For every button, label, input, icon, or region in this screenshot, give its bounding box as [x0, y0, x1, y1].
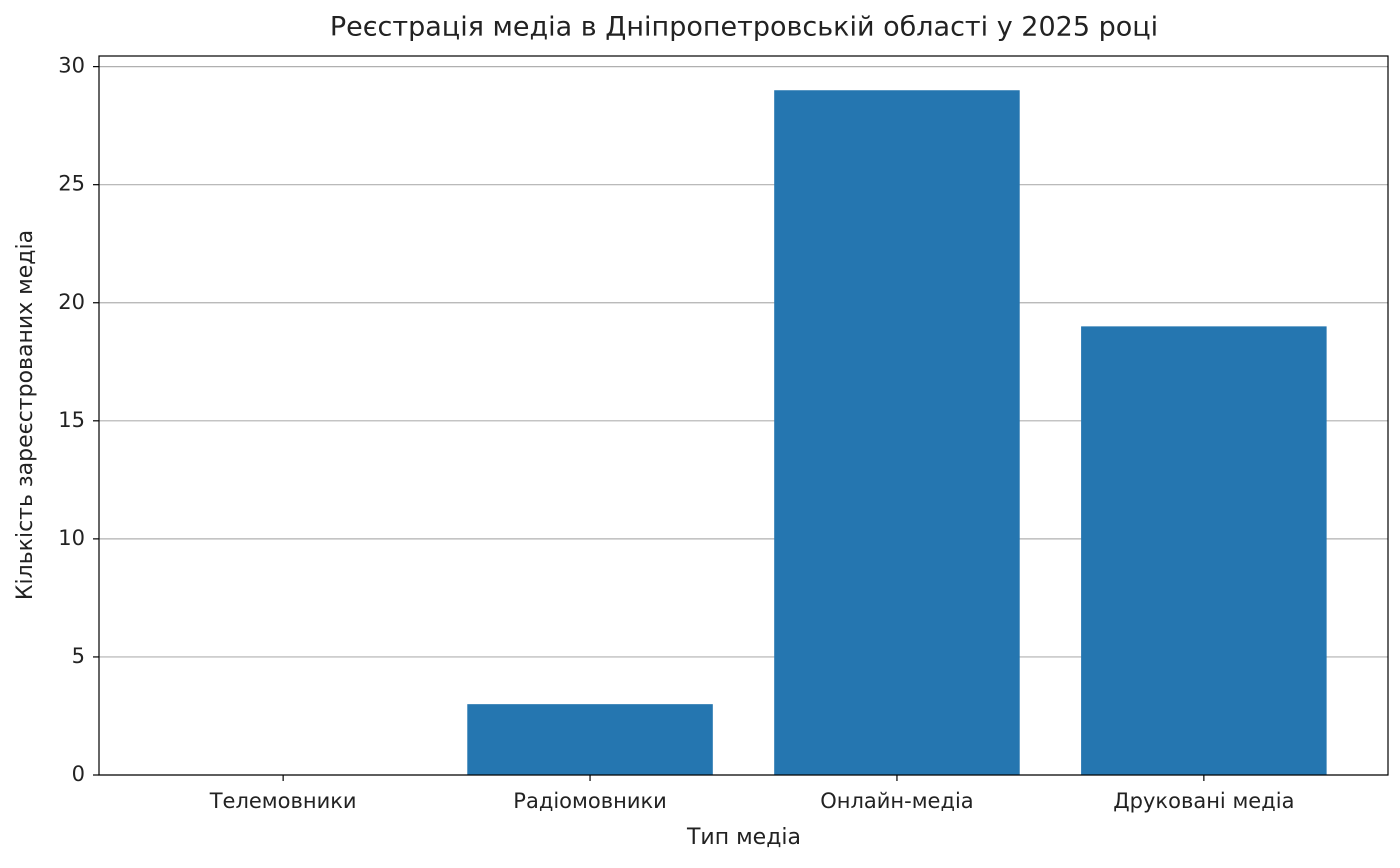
y-axis-label: Кількість зареєстрованих медіа: [13, 230, 38, 600]
bar: [774, 90, 1020, 775]
y-tick-label: 0: [72, 762, 85, 786]
y-tick-label: 5: [72, 644, 85, 668]
x-tick-label: Друковані медіа: [1113, 789, 1294, 813]
x-tick-label: Телемовники: [209, 789, 357, 813]
bar: [1081, 326, 1327, 775]
y-tick-label: 10: [58, 526, 85, 550]
x-tick-label: Онлайн-медіа: [820, 789, 974, 813]
x-tick-label: Радіомовники: [513, 789, 667, 813]
bar: [467, 704, 713, 775]
y-tick-label: 20: [58, 290, 85, 314]
axes-frame: [98, 55, 1389, 776]
chart-title: Реєстрація медіа в Дніпропетровській обл…: [330, 12, 1158, 43]
y-tick-label: 15: [58, 408, 85, 432]
y-tick-label: 30: [58, 54, 85, 78]
x-axis-label: Тип медіа: [686, 825, 801, 850]
y-tick-label: 25: [58, 172, 85, 196]
